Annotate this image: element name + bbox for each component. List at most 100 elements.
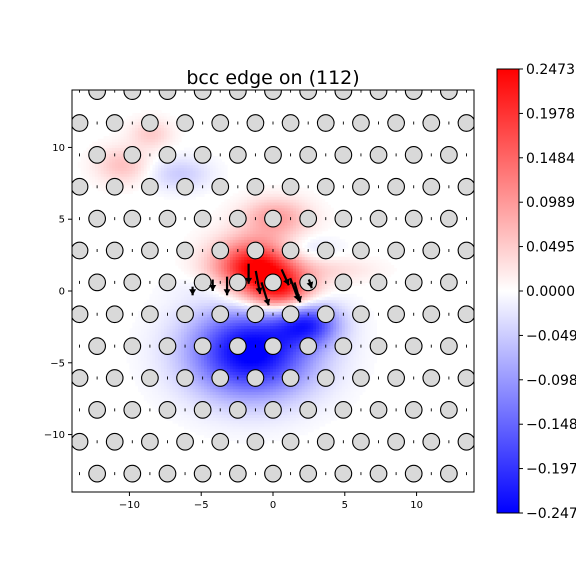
field-cell bbox=[212, 431, 217, 436]
field-cell bbox=[212, 359, 217, 364]
field-cell bbox=[284, 420, 288, 424]
field-cell bbox=[169, 417, 174, 421]
field-cell bbox=[278, 250, 283, 255]
field-cell bbox=[175, 256, 179, 261]
field-cell bbox=[155, 291, 159, 295]
field-cell bbox=[163, 173, 168, 177]
field-cell bbox=[132, 124, 136, 128]
field-cell bbox=[247, 216, 251, 220]
field-cell bbox=[206, 351, 211, 355]
field-cell bbox=[132, 167, 136, 171]
field-cell bbox=[287, 196, 291, 200]
field-cell bbox=[212, 164, 217, 169]
field-cell bbox=[278, 425, 283, 430]
field-cell bbox=[275, 388, 280, 393]
field-cell bbox=[247, 213, 251, 217]
field-cell bbox=[232, 268, 237, 272]
field-cell bbox=[278, 242, 283, 246]
field-cell bbox=[235, 388, 240, 393]
field-cell bbox=[212, 239, 217, 243]
field-cell bbox=[273, 311, 277, 315]
field-cell bbox=[204, 377, 208, 381]
field-cell bbox=[290, 362, 294, 367]
field-cell bbox=[198, 296, 202, 301]
field-cell bbox=[284, 400, 288, 404]
field-cell bbox=[224, 391, 228, 395]
field-cell bbox=[235, 196, 240, 200]
field-cell bbox=[195, 322, 199, 327]
field-cell bbox=[117, 130, 122, 134]
field-cell bbox=[206, 397, 211, 401]
field-cell bbox=[143, 385, 148, 390]
field-cell bbox=[284, 265, 288, 269]
field-cell bbox=[201, 164, 205, 169]
field-cell bbox=[275, 268, 280, 272]
field-cell bbox=[284, 359, 288, 364]
field-cell bbox=[175, 391, 179, 395]
field-cell bbox=[129, 118, 133, 123]
field-cell bbox=[287, 405, 291, 410]
field-cell bbox=[201, 431, 205, 436]
field-cell bbox=[192, 262, 197, 266]
field-cell bbox=[273, 368, 277, 372]
field-cell bbox=[155, 147, 159, 151]
field-cell bbox=[273, 371, 277, 375]
field-cell bbox=[290, 230, 294, 235]
field-cell bbox=[218, 161, 222, 166]
field-cell bbox=[261, 230, 265, 235]
field-cell bbox=[192, 394, 197, 398]
field-cell bbox=[195, 227, 199, 232]
field-cell bbox=[284, 259, 288, 263]
field-cell bbox=[252, 282, 257, 286]
field-cell bbox=[135, 334, 139, 338]
field-cell bbox=[241, 325, 245, 329]
field-cell bbox=[172, 176, 176, 180]
field-cell bbox=[224, 270, 228, 275]
field-cell bbox=[172, 380, 176, 384]
field-cell bbox=[146, 164, 151, 169]
field-cell bbox=[215, 414, 220, 418]
field-cell bbox=[224, 428, 228, 433]
field-cell bbox=[218, 219, 222, 223]
field-cell bbox=[161, 181, 165, 186]
field-cell bbox=[235, 193, 240, 197]
field-cell bbox=[284, 348, 288, 352]
field-cell bbox=[206, 236, 211, 240]
field-cell bbox=[264, 233, 268, 238]
field-cell bbox=[155, 141, 159, 146]
field-cell bbox=[278, 400, 283, 404]
field-cell bbox=[287, 400, 291, 404]
field-cell bbox=[267, 265, 271, 269]
field-cell bbox=[198, 431, 202, 436]
field-cell bbox=[204, 357, 208, 361]
field-cell bbox=[135, 368, 139, 372]
field-cell bbox=[181, 196, 185, 200]
field-cell bbox=[135, 130, 139, 134]
field-cell bbox=[209, 158, 214, 163]
field-cell bbox=[106, 167, 110, 171]
field-cell bbox=[227, 216, 231, 220]
field-cell bbox=[109, 158, 113, 163]
field-cell bbox=[172, 388, 176, 393]
field-cell bbox=[247, 431, 251, 436]
field-cell bbox=[201, 256, 205, 261]
field-cell bbox=[264, 428, 268, 433]
field-cell bbox=[155, 296, 159, 301]
field-cell bbox=[241, 425, 245, 430]
field-cell bbox=[287, 270, 291, 275]
field-cell bbox=[146, 385, 151, 390]
field-cell bbox=[244, 319, 248, 324]
field-cell bbox=[198, 322, 202, 327]
field-cell bbox=[201, 230, 205, 235]
field-cell bbox=[215, 357, 220, 361]
field-cell bbox=[143, 354, 148, 358]
field-cell bbox=[126, 176, 131, 180]
field-cell bbox=[227, 201, 231, 206]
field-cell bbox=[261, 408, 265, 413]
field-cell bbox=[201, 262, 205, 266]
field-cell bbox=[192, 388, 197, 393]
field-cell bbox=[247, 322, 251, 327]
field-cell bbox=[140, 158, 145, 163]
field-cell bbox=[149, 354, 153, 358]
field-cell bbox=[267, 187, 271, 192]
